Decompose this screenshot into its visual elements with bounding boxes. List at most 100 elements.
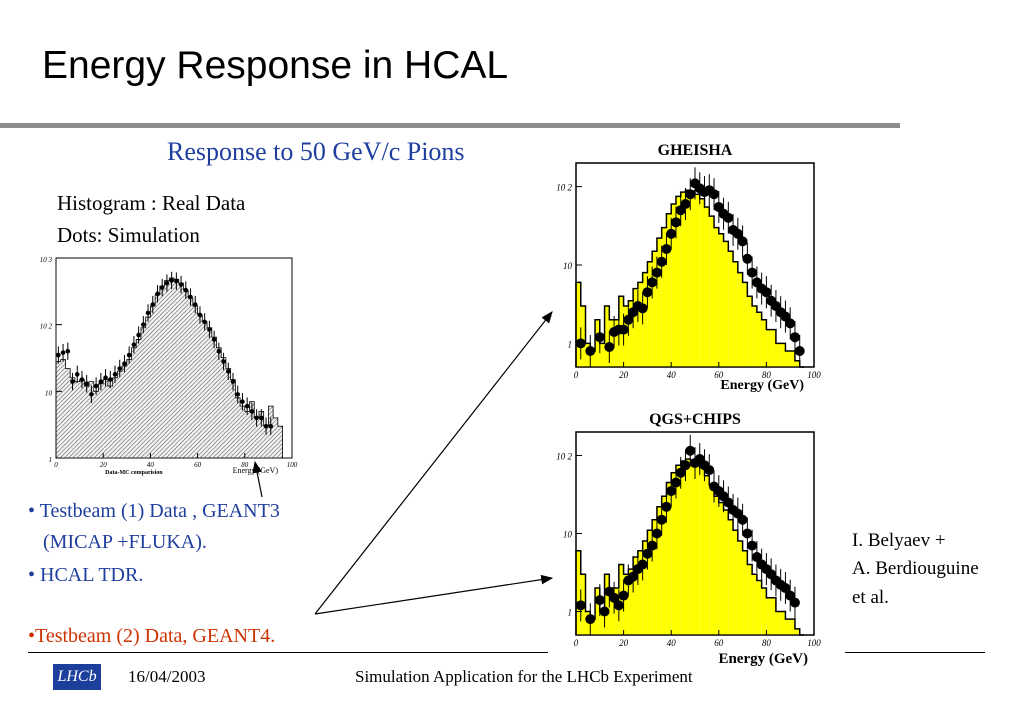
y-tick-label: 10 [563, 530, 573, 540]
histogram-bar [766, 329, 772, 367]
simulation-point [221, 359, 226, 364]
simulation-point [670, 477, 681, 488]
simulation-point [183, 287, 189, 293]
histogram-bar [131, 347, 137, 458]
simulation-point [670, 217, 681, 228]
bullet-testbeam-2: •Testbeam (2) Data, GEANT4. [28, 625, 276, 647]
histogram-bar [790, 350, 795, 367]
bullet-testbeam-1-continued: (MICAP +FLUKA). [43, 531, 207, 553]
simulation-point [164, 280, 170, 286]
histogram-bar [89, 381, 94, 458]
simulation-point [70, 379, 75, 384]
x-tick-label: 0 [574, 370, 579, 380]
simulation-point [93, 383, 99, 389]
histogram-bar [733, 530, 738, 635]
histogram-bar [93, 391, 99, 458]
histogram-bar [183, 290, 189, 458]
histogram-bar [737, 541, 743, 635]
histogram-bar [790, 619, 795, 635]
simulation-point [642, 287, 653, 298]
simulation-point [60, 350, 66, 355]
simulation-point [618, 590, 629, 601]
histogram-bar [794, 360, 800, 367]
x-tick-label: 60 [714, 370, 724, 380]
simulation-point [263, 423, 269, 429]
simulation-point [642, 548, 653, 559]
histogram-bar [709, 484, 715, 635]
histogram-bar [98, 383, 104, 458]
simulation-point [150, 302, 156, 307]
histogram-bar [771, 329, 776, 367]
simulation-point [225, 368, 231, 374]
histogram-bar [103, 379, 108, 458]
y-tick-label: 10 2 [556, 451, 572, 461]
histogram-bar [666, 482, 672, 635]
histogram-bar [576, 282, 581, 367]
histogram-bar [637, 550, 643, 635]
simulation-point [192, 302, 198, 307]
histogram-bar [623, 305, 629, 367]
histogram-bar [704, 206, 710, 367]
chart-subtitle: Response to 50 GeV/c Pions [167, 137, 465, 166]
simulation-point [737, 236, 748, 247]
histogram-bar [107, 386, 113, 458]
histogram-bar [240, 406, 245, 458]
simulation-point [202, 319, 207, 325]
simulation-point [98, 379, 104, 384]
bullet-hcal-tdr: • HCAL TDR. [28, 564, 144, 586]
simulation-point [594, 595, 605, 606]
histogram-bar [70, 377, 75, 458]
histogram-bar [595, 319, 600, 367]
simulation-point [723, 212, 734, 223]
simulation-point [747, 267, 758, 278]
qgs-chips-chart: 0 20 40 60 80 100 1 10 10 2 QGS+CHIPS Energy (GeV) [556, 411, 821, 667]
simulation-point [794, 345, 805, 356]
x-tick-label: 80 [762, 638, 772, 648]
y-tick-label: 10 2 [556, 183, 572, 193]
chart-title: QGS+CHIPS [649, 411, 741, 428]
histogram-bar [752, 574, 757, 635]
data-mc-comparison-chart: 0 20 40 60 80 100 1 10 10 2 10 3 Energy (GeV) Data-… [40, 256, 298, 476]
histogram-bar [737, 272, 743, 367]
histogram-bar [671, 203, 676, 367]
histogram-bar [785, 619, 791, 635]
histogram-bar [785, 350, 791, 367]
histogram-bar [112, 377, 118, 458]
x-tick-label: 20 [100, 461, 108, 469]
histogram-outline [55, 277, 283, 458]
simulation-point [254, 415, 259, 421]
histogram-bar [140, 327, 146, 458]
histogram-bar [590, 619, 596, 635]
simulation-point [65, 348, 71, 354]
histogram-bar [117, 371, 123, 458]
simulation-point [188, 294, 193, 300]
simulation-point [197, 312, 203, 318]
y-tick-label: 10 [563, 261, 573, 271]
x-tick-label: 0 [574, 638, 579, 648]
histogram-bar [666, 213, 672, 367]
histogram-bar [277, 426, 283, 458]
histogram-bar [637, 282, 643, 367]
chart-caption: Data-MC comparision [105, 470, 163, 476]
histogram-bar [718, 233, 724, 367]
x-tick-label: 100 [807, 638, 821, 648]
y-tick-label: 10 2 [40, 323, 53, 331]
legend-dots-text: Dots: Simulation [57, 223, 200, 247]
simulation-point [685, 445, 696, 456]
histogram-bar [704, 475, 710, 635]
x-tick-label: 40 [147, 461, 155, 469]
simulation-point [666, 486, 677, 497]
simulation-point [732, 228, 743, 239]
histogram-bar [661, 496, 667, 635]
simulation-point [709, 189, 720, 200]
histogram-bar [699, 467, 705, 635]
histogram-bar [675, 196, 681, 367]
histogram-bar [633, 556, 638, 635]
histogram-bar [680, 460, 686, 635]
simulation-point [107, 377, 113, 382]
simulation-point [742, 528, 753, 539]
footer-date: 16/04/2003 [128, 667, 206, 686]
histogram-bar [685, 190, 691, 367]
simulation-point [244, 403, 250, 409]
histogram-bar [576, 550, 581, 635]
